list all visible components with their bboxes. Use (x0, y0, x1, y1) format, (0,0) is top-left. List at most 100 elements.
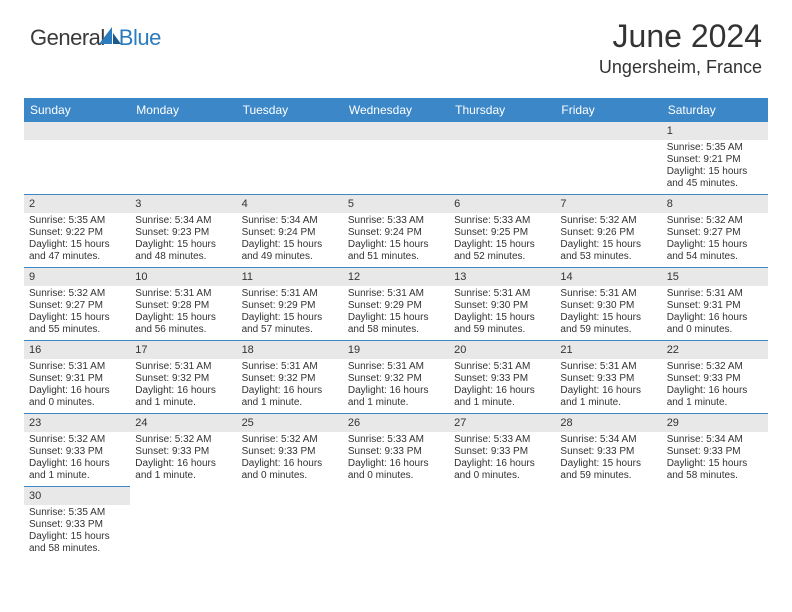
day-number-empty (343, 122, 449, 140)
weekday-header: Thursday (449, 98, 555, 122)
day-content: Sunrise: 5:32 AMSunset: 9:33 PMDaylight:… (237, 432, 343, 486)
day-line-ss: Sunset: 9:30 PM (560, 300, 656, 312)
day-number-empty (237, 122, 343, 140)
day-content: Sunrise: 5:31 AMSunset: 9:29 PMDaylight:… (343, 286, 449, 340)
day-line-d1: Daylight: 15 hours (560, 312, 656, 324)
day-line-d1: Daylight: 16 hours (348, 458, 444, 470)
day-line-d1: Daylight: 15 hours (667, 239, 763, 251)
day-line-sr: Sunrise: 5:32 AM (560, 215, 656, 227)
day-line-ss: Sunset: 9:25 PM (454, 227, 550, 239)
day-line-d1: Daylight: 15 hours (29, 239, 125, 251)
day-line-sr: Sunrise: 5:31 AM (29, 361, 125, 373)
day-line-ss: Sunset: 9:33 PM (454, 446, 550, 458)
day-number: 26 (343, 414, 449, 432)
day-number-empty (555, 122, 661, 140)
day-line-ss: Sunset: 9:21 PM (667, 154, 763, 166)
day-line-d1: Daylight: 16 hours (454, 458, 550, 470)
day-content: Sunrise: 5:31 AMSunset: 9:33 PMDaylight:… (449, 359, 555, 413)
day-line-d1: Daylight: 15 hours (348, 312, 444, 324)
day-line-d2: and 1 minute. (29, 470, 125, 482)
calendar-cell: 4Sunrise: 5:34 AMSunset: 9:24 PMDaylight… (237, 195, 343, 268)
calendar-cell: 19Sunrise: 5:31 AMSunset: 9:32 PMDayligh… (343, 341, 449, 414)
calendar-cell (343, 487, 449, 560)
calendar-cell: 29Sunrise: 5:34 AMSunset: 9:33 PMDayligh… (662, 414, 768, 487)
day-line-ss: Sunset: 9:29 PM (348, 300, 444, 312)
calendar-cell (130, 122, 236, 195)
day-line-sr: Sunrise: 5:33 AM (348, 215, 444, 227)
weekday-header: Wednesday (343, 98, 449, 122)
day-line-d1: Daylight: 16 hours (560, 385, 656, 397)
day-number: 24 (130, 414, 236, 432)
day-content: Sunrise: 5:33 AMSunset: 9:25 PMDaylight:… (449, 213, 555, 267)
calendar-cell (24, 122, 130, 195)
logo-sail-icon (99, 27, 121, 50)
day-line-d1: Daylight: 15 hours (135, 312, 231, 324)
day-line-ss: Sunset: 9:22 PM (29, 227, 125, 239)
day-number: 7 (555, 195, 661, 213)
day-line-ss: Sunset: 9:33 PM (560, 446, 656, 458)
day-line-d2: and 55 minutes. (29, 324, 125, 336)
day-line-sr: Sunrise: 5:31 AM (348, 361, 444, 373)
calendar-cell (449, 487, 555, 560)
weekday-header-row: Sunday Monday Tuesday Wednesday Thursday… (24, 98, 768, 122)
calendar-cell: 20Sunrise: 5:31 AMSunset: 9:33 PMDayligh… (449, 341, 555, 414)
day-content: Sunrise: 5:34 AMSunset: 9:23 PMDaylight:… (130, 213, 236, 267)
calendar-cell: 24Sunrise: 5:32 AMSunset: 9:33 PMDayligh… (130, 414, 236, 487)
calendar-cell: 5Sunrise: 5:33 AMSunset: 9:24 PMDaylight… (343, 195, 449, 268)
day-number-empty (449, 122, 555, 140)
calendar-cell (343, 122, 449, 195)
day-content: Sunrise: 5:31 AMSunset: 9:29 PMDaylight:… (237, 286, 343, 340)
calendar-cell (662, 487, 768, 560)
day-line-ss: Sunset: 9:32 PM (242, 373, 338, 385)
day-number: 18 (237, 341, 343, 359)
day-content: Sunrise: 5:34 AMSunset: 9:33 PMDaylight:… (555, 432, 661, 486)
calendar-cell: 6Sunrise: 5:33 AMSunset: 9:25 PMDaylight… (449, 195, 555, 268)
day-line-sr: Sunrise: 5:32 AM (242, 434, 338, 446)
day-line-d2: and 1 minute. (135, 397, 231, 409)
day-line-d2: and 0 minutes. (667, 324, 763, 336)
calendar-cell: 12Sunrise: 5:31 AMSunset: 9:29 PMDayligh… (343, 268, 449, 341)
calendar-cell: 2Sunrise: 5:35 AMSunset: 9:22 PMDaylight… (24, 195, 130, 268)
logo-text-general: General (30, 25, 105, 51)
day-number: 10 (130, 268, 236, 286)
day-line-d1: Daylight: 16 hours (667, 385, 763, 397)
day-number: 21 (555, 341, 661, 359)
day-content: Sunrise: 5:32 AMSunset: 9:33 PMDaylight:… (130, 432, 236, 486)
day-line-d1: Daylight: 15 hours (29, 312, 125, 324)
day-line-ss: Sunset: 9:33 PM (667, 446, 763, 458)
day-line-d1: Daylight: 15 hours (667, 166, 763, 178)
day-line-d1: Daylight: 16 hours (135, 385, 231, 397)
day-line-sr: Sunrise: 5:31 AM (560, 288, 656, 300)
weekday-header: Monday (130, 98, 236, 122)
day-line-ss: Sunset: 9:23 PM (135, 227, 231, 239)
day-line-d2: and 49 minutes. (242, 251, 338, 263)
day-number: 13 (449, 268, 555, 286)
day-line-d2: and 1 minute. (667, 397, 763, 409)
weekday-header: Saturday (662, 98, 768, 122)
day-line-d2: and 0 minutes. (348, 470, 444, 482)
day-line-sr: Sunrise: 5:33 AM (348, 434, 444, 446)
day-content: Sunrise: 5:35 AMSunset: 9:22 PMDaylight:… (24, 213, 130, 267)
calendar-cell: 9Sunrise: 5:32 AMSunset: 9:27 PMDaylight… (24, 268, 130, 341)
day-line-d2: and 1 minute. (348, 397, 444, 409)
day-content: Sunrise: 5:34 AMSunset: 9:33 PMDaylight:… (662, 432, 768, 486)
calendar-cell: 11Sunrise: 5:31 AMSunset: 9:29 PMDayligh… (237, 268, 343, 341)
calendar-cell: 16Sunrise: 5:31 AMSunset: 9:31 PMDayligh… (24, 341, 130, 414)
calendar-cell: 17Sunrise: 5:31 AMSunset: 9:32 PMDayligh… (130, 341, 236, 414)
calendar-table: Sunday Monday Tuesday Wednesday Thursday… (24, 98, 768, 559)
day-line-sr: Sunrise: 5:32 AM (29, 434, 125, 446)
day-line-d2: and 57 minutes. (242, 324, 338, 336)
day-number: 19 (343, 341, 449, 359)
day-line-sr: Sunrise: 5:31 AM (135, 361, 231, 373)
day-number: 4 (237, 195, 343, 213)
day-number: 23 (24, 414, 130, 432)
day-line-ss: Sunset: 9:27 PM (667, 227, 763, 239)
day-content: Sunrise: 5:31 AMSunset: 9:30 PMDaylight:… (555, 286, 661, 340)
day-line-d2: and 59 minutes. (560, 470, 656, 482)
day-line-sr: Sunrise: 5:31 AM (242, 288, 338, 300)
day-line-sr: Sunrise: 5:33 AM (454, 434, 550, 446)
day-number: 27 (449, 414, 555, 432)
day-number-empty (130, 122, 236, 140)
calendar-row: 1Sunrise: 5:35 AMSunset: 9:21 PMDaylight… (24, 122, 768, 195)
calendar-cell (130, 487, 236, 560)
